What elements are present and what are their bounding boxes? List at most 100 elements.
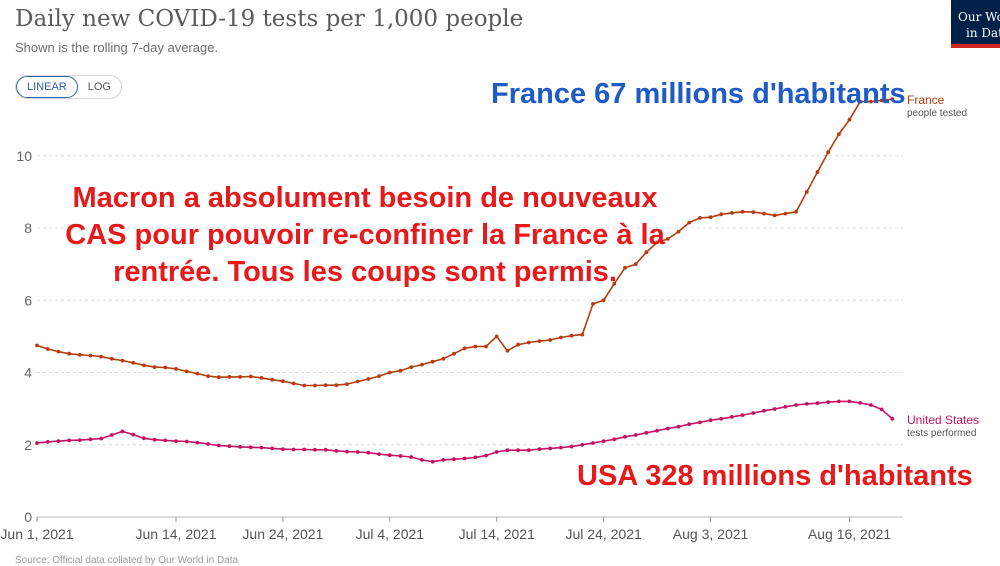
series-0-point-2	[56, 349, 61, 354]
series-0-point-31	[366, 377, 371, 381]
series-sublabel-0: people tested	[907, 108, 967, 119]
series-1-point-20	[248, 445, 253, 450]
series-0-point-19	[238, 375, 243, 379]
series-0-point-29	[345, 382, 349, 386]
series-1-point-63	[708, 418, 713, 423]
annotation-macron: Macron a absolument besoin de nouveaux C…	[65, 182, 665, 288]
series-1-point-3	[67, 438, 71, 443]
logo-line-1: Our World	[958, 10, 1000, 24]
series-1-point-4	[77, 438, 82, 442]
series-0-point-32	[377, 374, 381, 378]
owid-logo[interactable]: Our World in Data	[951, 0, 1000, 48]
series-0-point-23	[281, 379, 285, 384]
series-points	[35, 97, 895, 464]
series-0-point-51	[580, 332, 585, 337]
series-1-point-74	[826, 400, 831, 404]
series-0-point-55	[623, 265, 627, 270]
series-1-point-62	[698, 420, 702, 425]
series-1-point-75	[837, 399, 841, 404]
series-1-point-38	[441, 458, 446, 462]
series-0-point-56	[633, 262, 638, 267]
series-1-point-52	[591, 441, 595, 445]
gridlines	[37, 155, 903, 518]
series-0-point-48	[548, 338, 553, 342]
series-1-point-65	[730, 415, 734, 419]
series-0-point-41	[473, 344, 478, 349]
series-0-point-69	[772, 213, 777, 218]
series-1-point-2	[56, 439, 61, 443]
series-1-point-76	[847, 399, 852, 404]
series-0-point-10	[142, 363, 146, 368]
series-1-point-70	[783, 404, 788, 409]
series-0-point-6	[99, 354, 103, 359]
series-0-point-42	[484, 344, 488, 349]
series-1-point-27	[323, 447, 328, 452]
y-tick-label-1: 2	[24, 437, 32, 453]
series-1-point-25	[302, 447, 307, 452]
series-1-point-46	[526, 448, 531, 453]
series-1-point-58	[655, 428, 659, 433]
series-1-point-43	[494, 450, 499, 454]
series-1-point-55	[623, 434, 627, 439]
y-tick-label-0: 0	[24, 509, 32, 525]
series-1-point-56	[633, 433, 638, 437]
series-1-point-34	[398, 454, 403, 458]
series-1-point-68	[762, 408, 766, 413]
series-1-point-5	[88, 437, 93, 442]
series-0-point-43	[494, 334, 499, 339]
series-1-point-57	[644, 430, 649, 435]
series-1-point-45	[516, 448, 520, 453]
series-1-point-6	[99, 436, 103, 441]
series-0-point-8	[120, 358, 125, 363]
series-1-point-49	[559, 445, 563, 450]
series-1-point-41	[473, 455, 478, 460]
x-tick-label-1: Jun 14, 2021	[136, 526, 217, 542]
series-1-point-24	[291, 447, 296, 452]
series-0-point-62	[698, 216, 702, 220]
series-0-point-45	[516, 342, 520, 347]
annotation-usa: USA 328 millions d'habitants	[577, 460, 973, 492]
series-0-point-71	[794, 209, 798, 214]
series-0-point-30	[355, 379, 360, 384]
series-1-point-39	[452, 457, 456, 462]
series-1-point-32	[377, 452, 381, 456]
series-1-point-50	[569, 444, 574, 449]
series-1-point-53	[601, 439, 606, 443]
series-0-point-57	[644, 250, 649, 255]
series-0-point-46	[526, 340, 531, 345]
series-0-point-61	[687, 220, 692, 225]
series-1-point-36	[420, 458, 424, 462]
series-0-point-36	[420, 362, 424, 367]
y-tick-label-2: 4	[24, 365, 32, 381]
log-scale-button[interactable]: LOG	[87, 81, 111, 93]
series-1-point-9	[131, 432, 136, 437]
series-1-point-18	[227, 444, 232, 449]
series-1-point-47	[537, 447, 542, 451]
series-1-point-21	[259, 445, 264, 450]
x-axis: Jun 1, 2021 Jun 14, 2021 Jun 24, 2021 Jul 4…	[0, 517, 891, 542]
series-label-0: France	[907, 93, 945, 107]
scale-toggle: LINEAR LOG	[15, 75, 122, 99]
series-0-point-17	[216, 375, 221, 380]
series-0-point-27	[323, 383, 328, 388]
y-tick-label-3: 6	[24, 292, 32, 308]
series-0-point-73	[815, 170, 820, 174]
series-0-point-3	[67, 351, 71, 356]
series-1-point-22	[270, 446, 275, 451]
series-0-point-65	[730, 211, 734, 215]
series-0-point-7	[109, 356, 114, 361]
x-tick-label-3: Jul 4, 2021	[356, 526, 425, 542]
series-0-point-11	[152, 365, 157, 369]
series-0-point-40	[462, 346, 467, 351]
series-1-point-17	[216, 443, 221, 448]
series-1-point-54	[612, 437, 617, 442]
linear-scale-button[interactable]: LINEAR	[16, 76, 78, 98]
y-tick-label-5: 10	[16, 148, 32, 164]
series-0-point-22	[270, 377, 275, 382]
series-1-point-69	[772, 407, 777, 411]
series-0-point-9	[131, 360, 136, 365]
series-0-point-20	[248, 374, 253, 379]
x-tick-label-5: Jul 24, 2021	[565, 526, 641, 542]
series-1-point-19	[238, 445, 243, 449]
